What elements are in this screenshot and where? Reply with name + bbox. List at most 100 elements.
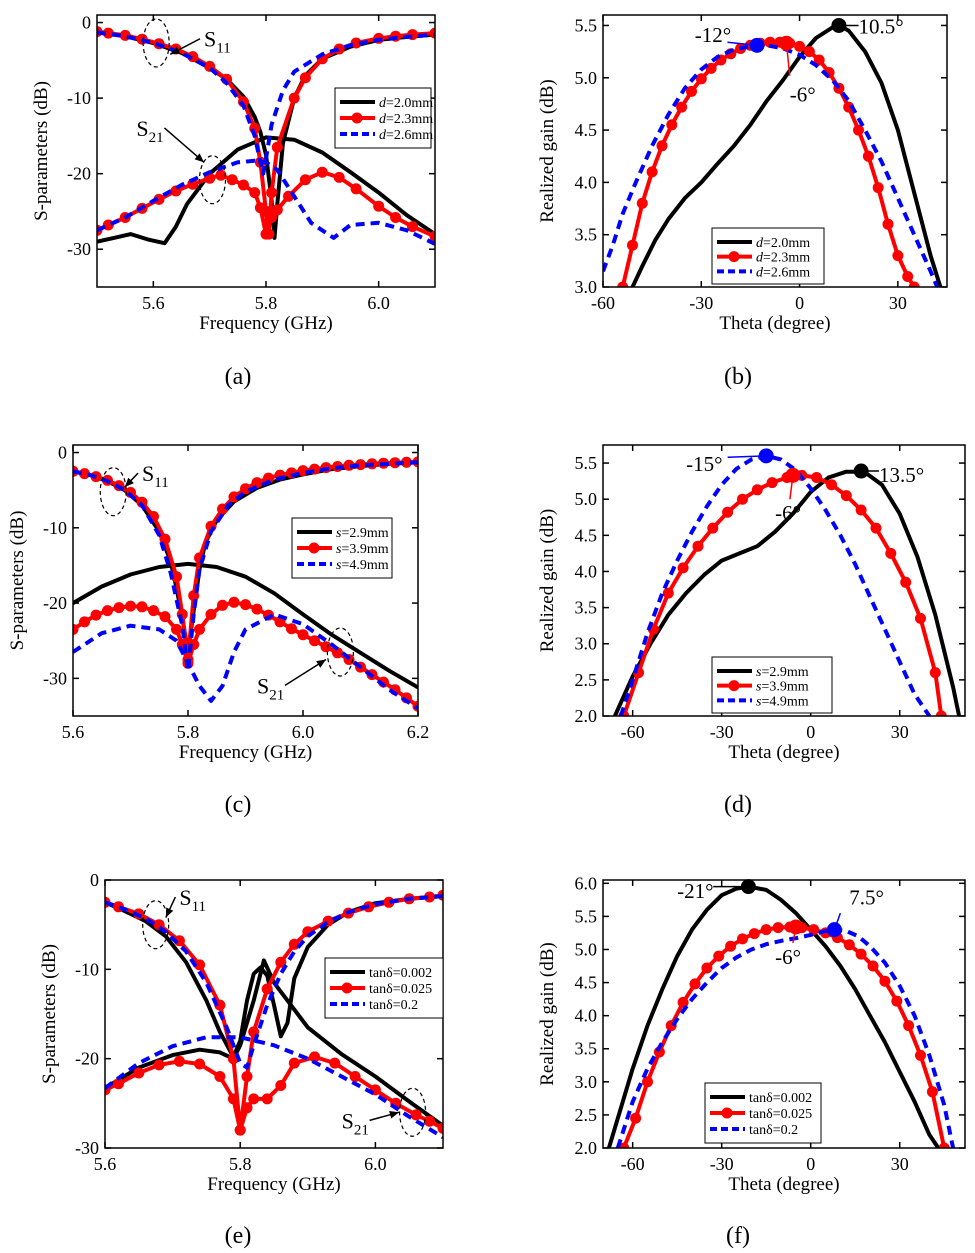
series-marker-red [214, 1071, 226, 1082]
peak-label-red: -6° [775, 945, 801, 969]
y-tick-label: -30 [43, 668, 67, 688]
series-marker-red [737, 493, 748, 505]
series-marker-red [333, 171, 345, 183]
y-tick-label: 0 [58, 443, 67, 463]
y-tick-label: 0 [82, 13, 91, 33]
x-tick-label: 6.2 [407, 722, 430, 742]
series-marker-red [288, 92, 300, 104]
series-marker-red [725, 940, 737, 952]
annotation-label: S11 [204, 27, 231, 57]
x-axis-label: Frequency (GHz) [179, 742, 312, 763]
y-tick-label: 4.0 [575, 561, 598, 581]
panel-b: -60 -30 0 30 3.0 3.5 4.0 4.5 5.0 5.5 Theta (degree… [537, 14, 948, 334]
series-marker-red [803, 46, 815, 58]
legend-entry: tanδ=0.2 [369, 998, 418, 1013]
series-marker-red [254, 202, 266, 214]
series-marker-red [407, 221, 418, 233]
y-tick-label: 5.5 [575, 453, 598, 473]
series-marker-red [113, 1078, 124, 1090]
annotation-arrow-head [194, 153, 205, 163]
series-marker-red [903, 1020, 915, 1032]
series-line-black-1 [97, 135, 435, 246]
caption-f: (f) [726, 1223, 750, 1249]
series-marker-red [843, 101, 855, 113]
annotation-label: S21 [257, 673, 284, 703]
plot-frame [602, 444, 966, 717]
x-tick-label: 5.8 [255, 293, 278, 313]
series-marker-red [429, 230, 435, 242]
series-marker-red [677, 996, 689, 1008]
series-marker-red [692, 540, 704, 552]
legend-entry: s=3.9mm [336, 542, 389, 557]
series-marker-red [636, 197, 648, 209]
plot-frame [602, 879, 966, 1149]
legend-entry: s=2.9mm [336, 526, 389, 541]
x-tick-label: 5.6 [94, 1154, 117, 1174]
x-axis-label: Theta (degree) [728, 1174, 839, 1195]
series-marker-red [879, 975, 891, 987]
legend-marker-red [351, 112, 363, 124]
legend-marker-red [341, 982, 353, 994]
caption-c: (c) [225, 792, 252, 818]
series-marker-red [900, 576, 912, 588]
series-line-red-1 [621, 925, 947, 1148]
series-marker-red [642, 1076, 653, 1088]
x-tick-label: -30 [710, 722, 734, 742]
series-marker-red [760, 924, 772, 936]
series-line-black-0 [612, 469, 962, 716]
y-axis-label: S-parameters (dB) [7, 511, 28, 651]
series-marker-red [153, 1059, 165, 1071]
series-marker-red [234, 1124, 246, 1136]
series-marker-red [263, 472, 274, 484]
y-tick-label: 4.0 [575, 1006, 598, 1026]
peak-leader [792, 926, 797, 944]
series-marker-red [217, 599, 228, 611]
series-marker-red [627, 239, 638, 251]
legend-box [711, 227, 825, 285]
y-tick-label: 2.5 [575, 670, 598, 690]
series-line-blue-4 [97, 30, 435, 176]
series-marker-red [73, 623, 79, 635]
y-axis-label: Realized gain (dB) [537, 942, 558, 1086]
plot-frame [602, 14, 948, 288]
x-axis-label: Theta (degree) [728, 742, 839, 763]
series-marker-red [153, 193, 165, 205]
series-marker-red [241, 1071, 253, 1082]
y-tick-label: -20 [75, 1049, 99, 1069]
y-tick-label: -10 [43, 518, 67, 538]
x-tick-label: 0 [795, 293, 804, 313]
series-marker-red [862, 150, 874, 162]
peak-leader [727, 41, 758, 47]
series-marker-red [125, 600, 136, 612]
peak-leader [785, 43, 791, 76]
series-marker-red [251, 603, 263, 615]
legend-marker-red [728, 251, 740, 263]
y-tick-label: 5.0 [575, 68, 598, 88]
series-marker-red [350, 37, 362, 49]
series-marker-red [271, 141, 283, 153]
x-tick-label: 5.8 [177, 722, 200, 742]
peak-label-black: 13.5° [879, 463, 924, 487]
series-marker-red [424, 891, 435, 903]
x-tick-label: 0 [806, 722, 815, 742]
plot-frame [72, 444, 419, 717]
y-tick-label: 4.5 [575, 525, 598, 545]
series-marker-red [689, 978, 701, 990]
caption-d: (d) [724, 792, 752, 818]
series-marker-red [617, 281, 629, 287]
series-marker-red [249, 187, 261, 199]
series-marker-red [148, 605, 159, 617]
series-line-blue-5 [105, 1035, 443, 1140]
series-marker-red [102, 27, 114, 39]
y-tick-label: 3.0 [575, 634, 598, 654]
series-marker-red [892, 250, 904, 262]
y-axis-label: S-parameters (dB) [31, 81, 52, 221]
legend-entry: d=2.6mm [756, 265, 810, 280]
annotation-arrow-head [389, 1110, 400, 1119]
series-marker-red [855, 504, 867, 516]
series-marker-red [286, 623, 297, 635]
series-marker-red [867, 960, 879, 972]
